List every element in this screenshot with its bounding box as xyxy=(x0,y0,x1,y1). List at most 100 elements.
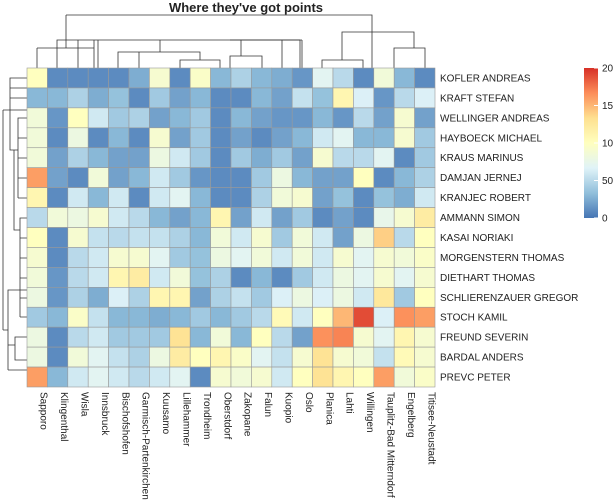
heatmap-cell xyxy=(332,67,354,89)
heatmap-cell xyxy=(67,87,89,109)
heatmap-cell xyxy=(251,127,273,149)
heatmap-cell xyxy=(251,187,273,208)
heatmap-cell xyxy=(210,227,232,248)
heatmap-cell xyxy=(210,287,232,308)
heatmap-cell xyxy=(169,67,191,89)
heatmap-cell xyxy=(414,306,436,328)
heatmap-cell xyxy=(189,366,211,388)
heatmap-cell xyxy=(149,167,171,188)
heatmap-cell xyxy=(271,147,293,168)
heatmap-cell xyxy=(373,227,395,248)
heatmap-cell xyxy=(414,326,436,348)
heatmap-cell xyxy=(291,127,313,149)
heatmap-cell xyxy=(26,87,48,109)
heatmap-cell xyxy=(128,187,150,208)
heatmap-cell xyxy=(271,207,293,228)
column-label: Wisla xyxy=(79,392,90,417)
heatmap-cell xyxy=(169,107,191,129)
heatmap-cell xyxy=(67,366,89,388)
heatmap-cell xyxy=(189,346,211,368)
heatmap-cell xyxy=(47,247,69,268)
heatmap-cell xyxy=(67,187,89,208)
heatmap-cell xyxy=(291,107,313,129)
heatmap-cell xyxy=(414,187,436,208)
heatmap-cell xyxy=(87,267,109,288)
heatmap-cell xyxy=(373,187,395,208)
heatmap-cell xyxy=(312,147,334,168)
heatmap-cell xyxy=(210,366,232,388)
row-label: FREUND SEVERIN xyxy=(440,333,528,344)
heatmap-cell xyxy=(108,247,130,268)
heatmap-cell xyxy=(149,326,171,348)
heatmap-cell xyxy=(169,87,191,109)
heatmap-cell xyxy=(189,187,211,208)
heatmap-cell xyxy=(108,127,130,149)
heatmap-cell xyxy=(291,207,313,228)
heatmap-cell xyxy=(67,67,89,89)
heatmap-cell xyxy=(210,207,232,228)
heatmap-cell xyxy=(414,67,436,89)
heatmap-cell xyxy=(291,346,313,368)
heatmap-cell xyxy=(169,207,191,228)
heatmap-cell xyxy=(291,227,313,248)
heatmap-cell xyxy=(67,326,89,348)
heatmap-cell xyxy=(291,287,313,308)
heatmap-cell xyxy=(230,306,252,328)
heatmap-cell xyxy=(393,326,415,348)
heatmap-cell xyxy=(128,107,150,129)
column-label: Titisee-Neustadt xyxy=(425,392,436,465)
heatmap-cell xyxy=(108,346,130,368)
heatmap-cell xyxy=(373,287,395,308)
column-dendrogram xyxy=(36,14,426,68)
heatmap-cell xyxy=(291,87,313,109)
heatmap-cell xyxy=(271,127,293,149)
heatmap-cell xyxy=(47,287,69,308)
heatmap-cell xyxy=(230,346,252,368)
heatmap-cell xyxy=(373,346,395,368)
heatmap-cell xyxy=(332,87,354,109)
legend-tick-label: 0 xyxy=(602,214,608,225)
heatmap-cell xyxy=(373,267,395,288)
heatmap-cell xyxy=(414,267,436,288)
heatmap-cell xyxy=(87,287,109,308)
heatmap-cell xyxy=(271,87,293,109)
row-label: KASAI NORIAKI xyxy=(440,233,513,244)
heatmap-cell xyxy=(149,287,171,308)
heatmap-cell xyxy=(26,67,48,89)
heatmap-cell xyxy=(393,107,415,129)
heatmap-cell xyxy=(393,87,415,109)
heatmap-cell xyxy=(230,247,252,268)
column-label: Trondheim xyxy=(201,392,212,439)
heatmap-cell xyxy=(210,326,232,348)
heatmap-cell xyxy=(353,87,375,109)
heatmap-cell xyxy=(230,287,252,308)
heatmap-cell xyxy=(332,366,354,388)
heatmap-cell xyxy=(414,107,436,129)
heatmap-cell xyxy=(189,247,211,268)
heatmap-cell xyxy=(271,287,293,308)
heatmap-cell xyxy=(26,247,48,268)
heatmap-cell xyxy=(393,67,415,89)
heatmap-cell xyxy=(87,67,109,89)
column-label: Planica xyxy=(323,392,334,425)
heatmap-cell xyxy=(47,207,69,228)
heatmap-cell xyxy=(149,187,171,208)
heatmap-cell xyxy=(26,287,48,308)
heatmap-cell xyxy=(271,346,293,368)
heatmap-cell xyxy=(332,227,354,248)
heatmap-cell xyxy=(189,227,211,248)
heatmap-cell xyxy=(128,167,150,188)
row-label: AMMANN SIMON xyxy=(440,213,520,224)
heatmap-cell xyxy=(353,247,375,268)
column-label: Lahti xyxy=(344,392,355,414)
row-label: HAYBOECK MICHAEL xyxy=(440,133,542,144)
heatmap-cell xyxy=(353,287,375,308)
heatmap-cell xyxy=(230,187,252,208)
heatmap-cell xyxy=(271,326,293,348)
heatmap-cell xyxy=(271,107,293,129)
row-label: KRAUS MARINUS xyxy=(440,153,524,164)
column-label: Bischofshofen xyxy=(119,392,130,455)
heatmap-cell xyxy=(67,127,89,149)
heatmap-cell xyxy=(312,227,334,248)
